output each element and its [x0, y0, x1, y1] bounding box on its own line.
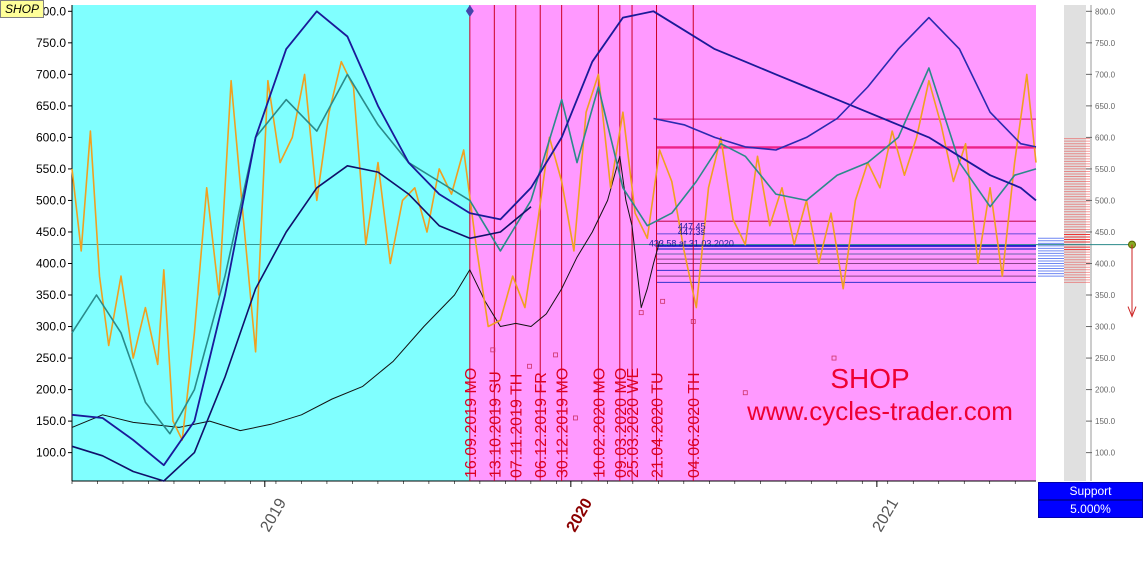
scale-tick-label: 550.0: [1095, 165, 1116, 174]
y-tick-label: 100.0: [36, 446, 66, 460]
y-tick-label: 550.0: [36, 162, 66, 176]
cycle-marker: [527, 363, 532, 369]
y-tick-label: 700.0: [36, 67, 66, 81]
y-tick-label: 150.0: [36, 414, 66, 428]
x-tick-label: 2021: [870, 496, 903, 535]
y-tick-label: 500.0: [36, 193, 66, 207]
cycle-date-label: 16.09.2019 MO: [463, 368, 480, 478]
scale-tick-label: 750.0: [1095, 39, 1116, 48]
scale-tick-label: 300.0: [1095, 323, 1116, 332]
x-tick-label: 2019: [258, 496, 291, 535]
series-line-blue2: [71, 165, 532, 482]
y-tick-label: 400.0: [36, 256, 66, 270]
scale-tick-label: 500.0: [1095, 196, 1116, 205]
cycle-marker: [831, 355, 837, 361]
price-annotation: 447.3s: [678, 227, 706, 237]
y-tick-label: 200.0: [36, 383, 66, 397]
cycle-marker: [553, 352, 558, 358]
chart-watermark: www.cycles-trader.com: [746, 396, 1013, 426]
bg-region-1: [469, 5, 1036, 481]
cycle-date-label: 09.03.2020 MO: [613, 368, 630, 478]
cycle-marker: [660, 298, 666, 304]
chart-title: SHOP: [830, 363, 909, 394]
series-line-orange: [71, 60, 1037, 441]
y-tick-label: 300.0: [36, 320, 66, 334]
support-value[interactable]: 5.000%: [1038, 500, 1143, 518]
scale-tick-label: 800.0: [1095, 7, 1116, 16]
price-annotation: 447.45: [678, 221, 706, 231]
scale-tick-label: 400.0: [1095, 259, 1116, 268]
cycle-marker: [573, 415, 578, 421]
y-tick-label: 250.0: [36, 351, 66, 365]
scale-tick-label: 100.0: [1095, 449, 1116, 458]
price-scale-panel: [1064, 5, 1086, 481]
series-line-price: [71, 155, 661, 432]
series-line-blue1: [71, 10, 1037, 467]
y-tick-label: 350.0: [36, 288, 66, 302]
cycle-marker: [490, 347, 496, 353]
cycle-marker: [690, 319, 696, 324]
cycle-marker: [638, 310, 644, 316]
price-annotation: 433.58 at 31.03.2020: [649, 238, 734, 248]
cycle-date-label: 07.11.2019 TH: [509, 374, 526, 478]
cycle-start-marker: [465, 5, 474, 17]
series-line-blue3: [653, 16, 1037, 151]
scale-tick-label: 450.0: [1095, 228, 1116, 237]
scale-tick-label: 200.0: [1095, 386, 1116, 395]
scale-tick-label: 250.0: [1095, 354, 1116, 363]
y-tick-label: 750.0: [36, 36, 66, 50]
cycle-date-label: 04.06.2020 TH: [686, 372, 703, 478]
scale-tick-label: 700.0: [1095, 70, 1116, 79]
ticker-badge: SHOP: [0, 0, 45, 18]
y-tick-label: 450.0: [36, 225, 66, 239]
forecast-arrow-head: [1127, 306, 1137, 318]
cycle-date-label: 06.12.2019 FR: [533, 372, 550, 478]
cycle-marker: [742, 390, 748, 396]
scale-tick-label: 600.0: [1095, 133, 1116, 142]
series-line-teal: [71, 67, 1037, 435]
scale-tick-label: 150.0: [1095, 417, 1116, 426]
cycle-date-label: 21.04.2020 TU: [650, 372, 667, 478]
scale-tick-label: 650.0: [1095, 102, 1116, 111]
cycle-date-label: 10.02.2020 MO: [591, 368, 608, 478]
scale-tick-label: 350.0: [1095, 291, 1116, 300]
y-tick-label: 650.0: [36, 99, 66, 113]
cycle-date-label: 30.12.2019 MO: [555, 368, 572, 478]
bg-region-0: [72, 5, 470, 481]
support-label[interactable]: Support: [1038, 482, 1143, 500]
cycle-date-label: 13.10.2019 SU: [487, 371, 504, 478]
cycle-date-label: 25.03.2020 WE: [625, 368, 642, 478]
y-tick-label: 600.0: [36, 130, 66, 144]
x-tick-label: 2020: [564, 496, 597, 535]
